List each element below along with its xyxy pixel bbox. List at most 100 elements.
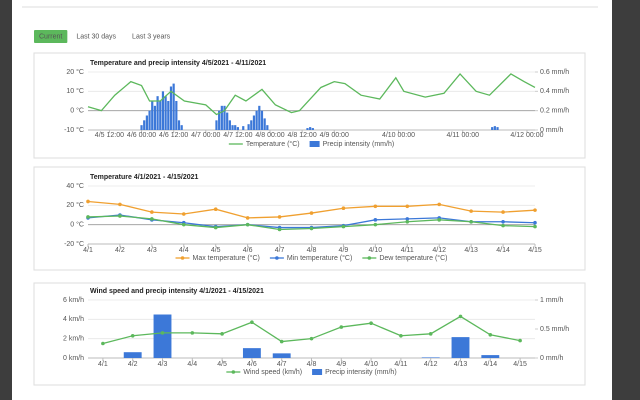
precip-bar	[218, 110, 221, 130]
chart: Wind speed and precip intensity 4/1/2021…	[33, 282, 586, 386]
point	[309, 226, 314, 231]
chart-frame	[33, 166, 586, 271]
x-tick-label: 4/3	[158, 361, 168, 368]
point	[130, 333, 135, 338]
point	[181, 212, 186, 216]
x-tick-label: 4/1	[83, 247, 93, 254]
point	[213, 207, 218, 211]
legend-marker	[180, 256, 185, 260]
precip-bar	[236, 127, 239, 130]
y-tick-label: 0 °C	[70, 107, 84, 115]
x-tick-label: 4/5	[217, 361, 227, 368]
precip-bar	[169, 86, 173, 130]
precip-bar	[172, 83, 175, 130]
tab[interactable]: Current	[39, 33, 62, 40]
point	[533, 208, 537, 212]
point	[373, 218, 378, 222]
x-tick-label: 4/4	[187, 361, 197, 368]
legend-item[interactable]: Precip intensity (mm/h)	[309, 141, 395, 148]
point	[488, 333, 493, 337]
precip-bar	[242, 348, 261, 358]
x-tick-label: 4/7	[277, 361, 287, 368]
x-tick-label: 4/12 00:00	[510, 132, 543, 139]
y-tick-label: 2 km/h	[63, 336, 84, 343]
legend-item[interactable]: Dew temperature (°C)	[362, 254, 447, 262]
y-tick-label: 20 °C	[66, 68, 84, 76]
point	[469, 209, 473, 213]
point	[399, 333, 403, 338]
x-tick-label: 4/5	[211, 247, 221, 254]
point	[518, 338, 522, 343]
precip-bar	[255, 110, 258, 130]
x-tick-label: 4/15	[528, 247, 542, 254]
legend-marker	[231, 370, 236, 374]
x-tick-label: 4/9	[336, 361, 346, 368]
tab[interactable]: Last 3 years	[132, 33, 171, 40]
chart-title: Temperature 4/1/2021 - 4/15/2021	[90, 174, 199, 181]
point	[501, 210, 505, 214]
x-tick-label: 4/3	[147, 247, 157, 254]
x-tick-label: 4/7	[275, 247, 285, 254]
x-tick-label: 4/4	[179, 247, 189, 254]
point	[469, 219, 473, 224]
chart: Temperature and precip intensity 4/5/202…	[33, 52, 586, 159]
precip-bar	[215, 120, 218, 130]
point	[501, 223, 505, 228]
x-tick-label: 4/2	[128, 361, 138, 368]
legend-label: Max temperature (°C)	[193, 254, 260, 262]
y2-tick-label: 0.4 mm/h	[540, 88, 569, 95]
x-tick-label: 4/8 00:00	[255, 132, 284, 139]
precip-bar	[167, 101, 170, 130]
point	[150, 210, 154, 214]
x-tick-label: 4/12	[424, 361, 438, 368]
precip-bar	[226, 112, 229, 130]
point	[533, 224, 537, 229]
precip-bar	[148, 110, 151, 130]
precip-bar	[496, 127, 499, 130]
point	[373, 222, 378, 227]
legend-item[interactable]: Temperature (°C)	[228, 140, 300, 148]
y-tick-label: 10 °C	[66, 87, 84, 95]
precip-bar	[175, 101, 178, 130]
precip-bar	[234, 125, 237, 130]
point	[277, 227, 282, 232]
point	[118, 214, 122, 218]
tab[interactable]: Last 30 days	[76, 33, 116, 40]
point	[213, 225, 218, 230]
y2-tick-label: 0.2 mm/h	[540, 108, 569, 115]
chart-frame	[33, 52, 586, 159]
x-tick-label: 4/8	[307, 361, 317, 368]
tab-background[interactable]	[34, 30, 68, 43]
precip-bar	[263, 118, 266, 130]
legend-marker	[367, 256, 372, 260]
x-tick-label: 4/2	[115, 247, 125, 254]
precip-bar	[220, 105, 223, 130]
y-tick-label: 20 °C	[66, 201, 84, 209]
point	[160, 331, 165, 335]
legend-marker	[275, 256, 279, 260]
x-tick-label: 4/14	[496, 247, 510, 254]
point	[405, 204, 410, 209]
x-tick-label: 4/11 00:00	[446, 132, 479, 139]
precip-bar	[228, 120, 231, 130]
x-tick-label: 4/10	[364, 361, 378, 368]
y-tick-label: -10 °C	[64, 126, 84, 134]
x-tick-label: 4/7 12:00	[223, 132, 252, 139]
legend-item[interactable]: Wind speed (km/h)	[226, 369, 302, 376]
x-tick-label: 4/15	[513, 361, 527, 368]
legend-item[interactable]: Max temperature (°C)	[175, 254, 260, 262]
point	[245, 222, 250, 227]
precip-bar	[145, 115, 148, 130]
y-tick-label: -20 °C	[64, 240, 84, 248]
point	[220, 332, 224, 336]
x-tick-label: 4/8	[307, 247, 317, 254]
x-tick-label: 4/6 00:00	[127, 132, 156, 139]
legend-item[interactable]: Precip intensity (mm/h)	[312, 369, 397, 376]
legend-item[interactable]: Min temperature (°C)	[269, 254, 352, 262]
precip-bar	[260, 110, 264, 130]
chart-frame	[33, 282, 586, 386]
x-tick-label: 4/9	[339, 247, 349, 254]
legend: Temperature (°C) Precip intensity (mm/h)	[228, 140, 395, 148]
